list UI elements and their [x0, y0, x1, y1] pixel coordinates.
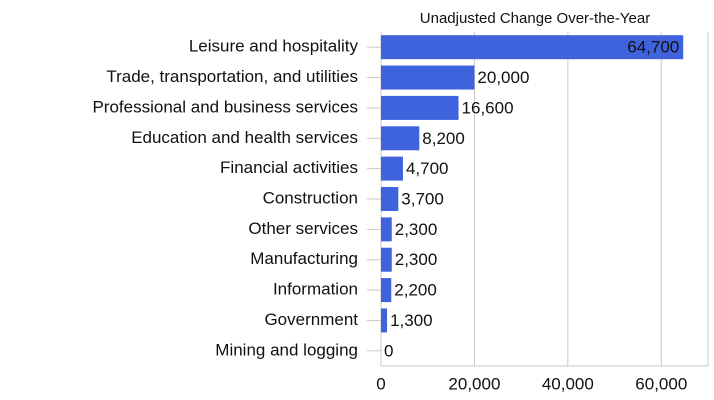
data-label: 2,300	[395, 220, 438, 239]
bar	[381, 278, 392, 303]
data-label: 4,700	[406, 159, 449, 178]
data-label: 1,300	[390, 311, 433, 330]
bar	[381, 308, 388, 333]
bar	[381, 35, 684, 60]
bar	[381, 247, 392, 272]
y-tick-label: Construction	[263, 188, 358, 207]
x-tick-label: 20,000	[448, 374, 500, 393]
x-tick-label: 60,000	[635, 374, 687, 393]
data-label: 20,000	[477, 68, 529, 87]
data-label: 16,600	[462, 98, 514, 117]
data-label: 2,200	[394, 281, 437, 300]
y-tick-label: Professional and business services	[92, 97, 358, 116]
data-label: 3,700	[401, 189, 444, 208]
data-label: 8,200	[422, 129, 465, 148]
y-tick-label: Education and health services	[131, 128, 358, 147]
bar	[381, 126, 420, 151]
y-tick-label: Government	[264, 310, 358, 329]
y-tick-label: Trade, transportation, and utilities	[106, 67, 358, 86]
y-tick-label: Manufacturing	[250, 249, 358, 268]
bar	[381, 65, 475, 90]
y-tick-label: Mining and logging	[215, 340, 358, 359]
bar	[381, 95, 459, 120]
data-label: 2,300	[395, 250, 438, 269]
chart-title: Unadjusted Change Over-the-Year	[420, 10, 650, 27]
y-tick-label: Leisure and hospitality	[189, 37, 359, 56]
x-tick-label: 40,000	[542, 374, 594, 393]
y-tick-label: Financial activities	[220, 158, 358, 177]
data-label: 64,700	[627, 38, 679, 57]
y-tick-label: Other services	[248, 219, 358, 238]
bar	[381, 187, 399, 211]
x-tick-label: 0	[376, 374, 385, 393]
bar	[381, 156, 403, 181]
y-tick-label: Information	[273, 280, 358, 299]
bar	[381, 217, 392, 242]
data-label: 0	[384, 341, 393, 360]
